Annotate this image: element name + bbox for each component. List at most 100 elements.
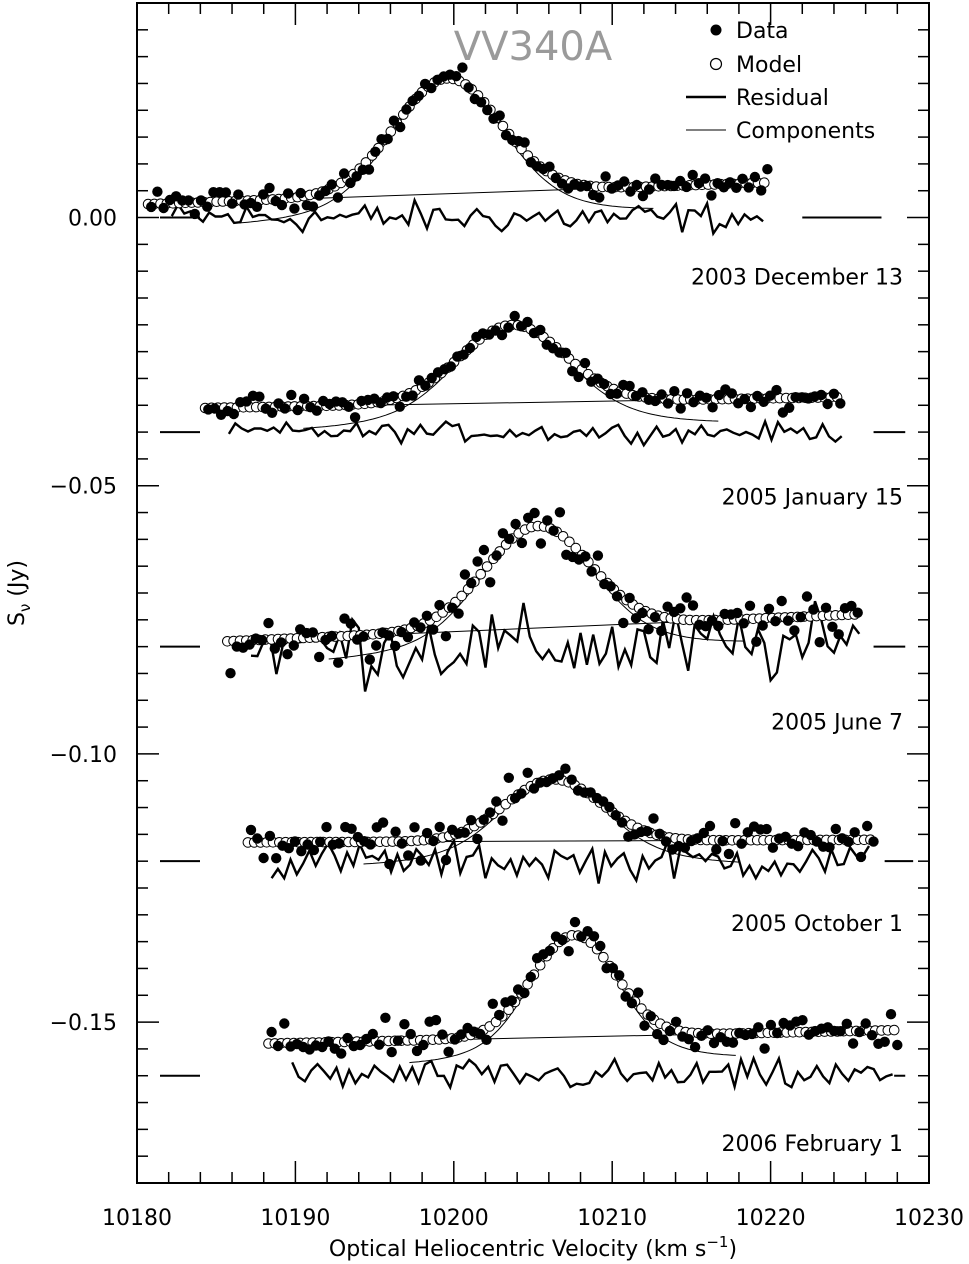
data-point — [403, 850, 414, 861]
data-point — [333, 838, 345, 849]
data-point — [245, 824, 257, 836]
data-point — [445, 361, 457, 372]
data-point — [497, 815, 508, 826]
data-point — [371, 640, 382, 651]
data-point — [554, 507, 566, 518]
data-point — [394, 401, 405, 412]
data-point — [780, 831, 791, 842]
data-point — [390, 640, 401, 652]
data-point — [390, 826, 401, 837]
data-point — [405, 1028, 416, 1040]
data-point — [283, 843, 294, 854]
data-point — [681, 388, 693, 399]
data-point — [681, 181, 692, 193]
data-point — [345, 618, 356, 629]
data-point — [670, 1016, 682, 1027]
data-point — [395, 121, 406, 133]
data-point — [349, 412, 361, 423]
data-point — [525, 971, 536, 983]
data-point — [289, 203, 300, 214]
data-point — [771, 384, 782, 396]
data-point — [434, 821, 445, 833]
data-point — [289, 836, 301, 847]
data-point — [279, 1018, 290, 1029]
data-point — [522, 767, 533, 778]
data-point — [648, 813, 659, 824]
data-point — [776, 595, 787, 607]
data-point — [618, 617, 629, 629]
data-point — [702, 1025, 713, 1036]
series-group: 2006 February 1 — [160, 916, 906, 1157]
data-point — [643, 624, 654, 635]
data-point — [402, 632, 414, 643]
data-point — [307, 201, 319, 212]
data-point — [343, 401, 354, 412]
data-point — [687, 169, 698, 181]
data-point — [345, 177, 356, 189]
data-point — [827, 621, 838, 632]
data-point — [756, 185, 767, 196]
data-point — [478, 814, 489, 825]
data-point — [689, 1041, 701, 1053]
legend-model-marker — [709, 57, 723, 71]
data-point — [660, 836, 672, 847]
y-axis-title: Sν (Jy) — [5, 560, 34, 626]
data-point — [560, 763, 571, 774]
data-point — [384, 858, 395, 870]
data-point — [276, 199, 288, 211]
data-point — [683, 1034, 694, 1045]
data-point — [279, 403, 291, 414]
data-point — [351, 171, 362, 182]
data-point — [506, 995, 517, 1006]
data-point — [396, 838, 408, 849]
data-point — [642, 826, 653, 837]
data-point — [415, 622, 426, 633]
data-point — [614, 970, 625, 981]
data-point — [619, 176, 630, 187]
data-point — [579, 357, 591, 369]
data-point — [373, 1039, 385, 1050]
data-point — [529, 507, 540, 519]
data-point — [377, 817, 389, 828]
data-point — [266, 1026, 277, 1038]
data-point — [835, 1026, 846, 1037]
data-point — [519, 137, 530, 148]
series-group: 2003 December 13 — [142, 62, 903, 291]
data-point — [656, 389, 667, 400]
data-point — [233, 189, 244, 200]
data-point — [581, 180, 593, 192]
data-point — [308, 844, 320, 856]
model-point — [475, 568, 487, 580]
data-point — [633, 987, 644, 998]
data-point — [465, 815, 477, 826]
data-point — [494, 110, 505, 121]
data-point — [607, 962, 619, 974]
data-point — [363, 164, 375, 175]
data-point — [675, 403, 686, 414]
data-point — [849, 827, 860, 838]
data-point — [762, 164, 773, 175]
data-point — [855, 851, 867, 863]
data-point — [516, 788, 527, 799]
data-point — [828, 388, 840, 399]
data-point — [637, 387, 648, 398]
data-point — [626, 998, 638, 1009]
data-point — [459, 827, 470, 838]
chart-title: VV340A — [454, 24, 613, 70]
x-tick-label: 10220 — [736, 1206, 806, 1231]
data-point — [600, 171, 611, 182]
data-point — [637, 190, 649, 202]
data-point — [730, 818, 741, 829]
data-point — [496, 329, 508, 341]
model-point — [564, 536, 575, 548]
data-point — [765, 1019, 777, 1031]
data-point — [443, 1046, 454, 1058]
data-point — [711, 844, 722, 855]
data-point — [535, 324, 546, 336]
series-layer: 2003 December 13 2005 January 15 2005 June… — [142, 62, 914, 1157]
data-point — [413, 90, 424, 102]
data-point — [365, 839, 376, 850]
data-point — [833, 629, 844, 640]
x-tick-label: 10210 — [577, 1206, 647, 1231]
